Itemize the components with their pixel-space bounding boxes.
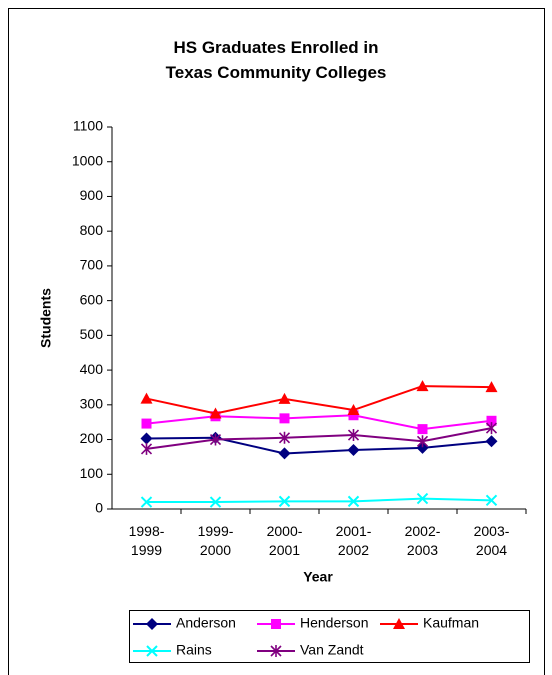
marker: [348, 410, 359, 421]
marker: [270, 645, 282, 657]
marker: [140, 392, 153, 404]
x-tick-label: 1998- 1999: [128, 523, 165, 558]
legend-box: [129, 610, 530, 663]
marker: [485, 494, 498, 507]
y-tick-label: 400: [80, 361, 104, 377]
series-line: [146, 385, 492, 415]
marker: [347, 495, 360, 508]
y-tick-label: 900: [80, 187, 104, 203]
marker: [278, 431, 291, 444]
marker: [486, 415, 497, 426]
x-tick-label: 2000- 2001: [266, 523, 303, 558]
legend-label: Rains: [176, 642, 212, 658]
y-tick-label: 800: [80, 222, 104, 238]
marker: [278, 495, 291, 508]
marker: [140, 496, 153, 508]
marker: [485, 381, 498, 393]
chart-border: [8, 8, 545, 675]
y-tick-label: 1000: [72, 152, 103, 168]
x-tick-label: 2001- 2002: [335, 523, 372, 558]
y-tick-label: 600: [80, 291, 104, 307]
marker: [347, 429, 360, 442]
marker: [146, 645, 158, 657]
marker: [393, 618, 405, 629]
marker: [141, 418, 152, 429]
legend-label: Henderson: [300, 615, 369, 631]
y-axis-label: Students: [38, 288, 54, 348]
y-tick-label: 200: [80, 430, 104, 446]
marker: [278, 447, 291, 460]
x-tick-label: 2002- 2003: [404, 523, 441, 558]
marker: [416, 492, 429, 505]
marker: [209, 407, 222, 419]
marker: [416, 435, 429, 448]
series-line: [146, 427, 492, 450]
x-axis-label: Year: [303, 569, 333, 585]
marker: [347, 443, 360, 456]
series-line: [146, 436, 492, 455]
series-line: [146, 497, 492, 504]
x-tick-label: 2003- 2004: [473, 523, 510, 558]
legend-label: Anderson: [176, 615, 236, 631]
marker: [278, 392, 291, 404]
marker: [279, 413, 290, 424]
marker: [485, 435, 498, 448]
marker: [209, 433, 222, 446]
marker: [416, 380, 429, 392]
marker: [140, 442, 153, 455]
marker: [146, 618, 158, 630]
y-tick-label: 0: [95, 500, 103, 516]
marker: [140, 432, 153, 445]
y-tick-label: 500: [80, 326, 104, 342]
marker: [417, 424, 428, 435]
y-tick-label: 300: [80, 396, 104, 412]
y-tick-label: 1100: [73, 118, 103, 134]
y-tick-label: 100: [80, 465, 104, 481]
legend-label: Van Zandt: [300, 642, 364, 658]
chart-title: HS Graduates Enrolled in Texas Community…: [165, 38, 387, 82]
marker: [347, 404, 360, 416]
series-line: [146, 414, 492, 431]
marker: [209, 496, 222, 508]
x-tick-label: 1999- 2000: [197, 523, 234, 558]
marker: [485, 422, 498, 435]
marker: [271, 619, 281, 629]
y-tick-label: 700: [80, 257, 104, 273]
legend-label: Kaufman: [423, 615, 479, 631]
